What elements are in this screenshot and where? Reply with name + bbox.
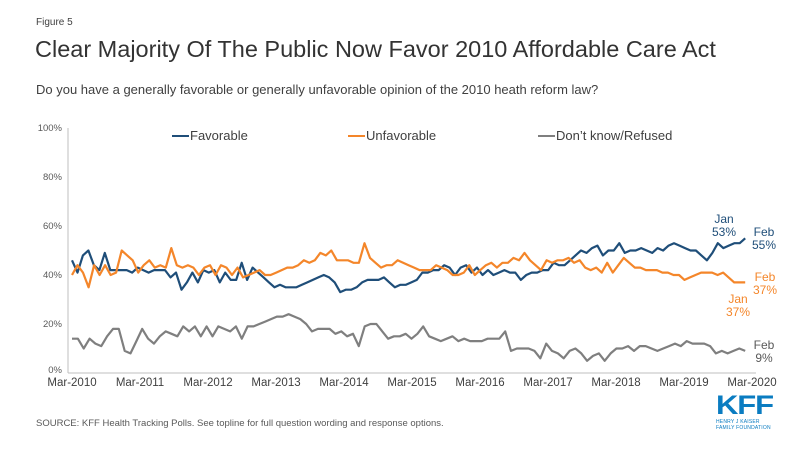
series-lines [70,237,746,362]
annotation-fav-feb-label: Feb [754,225,775,239]
x-tick-label: Mar-2016 [455,377,504,389]
figure-label: Figure 5 [36,17,73,28]
kff-logo: KFF HENRY J KAISER FAMILY FOUNDATION [716,392,776,432]
annotation-fav-feb-value: 55% [752,238,776,252]
annotation-fav-jan-label: Jan [714,212,733,226]
x-tick-label: Mar-2017 [523,377,572,389]
legend-label-favorable: Favorable [190,128,248,143]
legend-label-dontknow: Don’t know/Refused [556,128,672,143]
y-tick-label: 40% [43,270,63,281]
annotation-dk-feb-label: Feb [754,338,775,352]
annotation-unfav-jan-label: Jan [728,292,747,306]
chart-subtitle: Do you have a generally favorable or gen… [36,82,599,97]
annotation-unfav-feb-value: 37% [753,283,777,297]
axes [67,128,756,374]
source-note: SOURCE: KFF Health Tracking Polls. See t… [36,418,444,429]
series-line-unfavorable [71,242,746,289]
x-tick-label: Mar-2018 [591,377,640,389]
chart-title: Clear Majority Of The Public Now Favor 2… [35,36,716,62]
x-tick-label: Mar-2012 [183,377,232,389]
series-line-favorable [70,237,746,294]
x-tick-label: Mar-2011 [116,377,164,389]
y-tick-label: 20% [43,319,63,330]
legend-label-unfavorable: Unfavorable [366,128,436,143]
x-axis-ticks: Mar-2010 Mar-2011 Mar-2012 Mar-2013 Mar-2014… [47,377,776,389]
y-axis-ticks: 0% 20% 40% 60% 80% 100% [38,123,63,376]
series-line-dontknow [72,313,746,362]
y-tick-label: 60% [43,221,63,232]
x-tick-label: Mar-2010 [47,377,96,389]
y-tick-label: 0% [48,365,62,376]
x-tick-label: Mar-2019 [659,377,708,389]
annotation-fav-jan-value: 53% [712,225,736,239]
x-tick-label: Mar-2015 [387,377,436,389]
annotation-dk-feb-value: 9% [755,351,773,365]
logo-line1: HENRY J KAISER [716,419,760,425]
annotation-unfav-feb-label: Feb [755,270,776,284]
x-tick-label: Mar-2020 [727,377,776,389]
x-tick-label: Mar-2013 [251,377,300,389]
legend: Favorable Unfavorable Don’t know/Refused [172,128,672,143]
y-tick-label: 80% [43,172,63,183]
logo-line2: FAMILY FOUNDATION [716,425,771,431]
x-tick-label: Mar-2014 [319,377,369,389]
logo-mark: KFF [716,390,774,420]
annotation-unfav-jan-value: 37% [726,305,750,319]
y-tick-label: 100% [38,123,63,134]
annotations: Jan 53% Feb 55% Feb 37% Jan 37% Feb 9% [712,212,777,365]
